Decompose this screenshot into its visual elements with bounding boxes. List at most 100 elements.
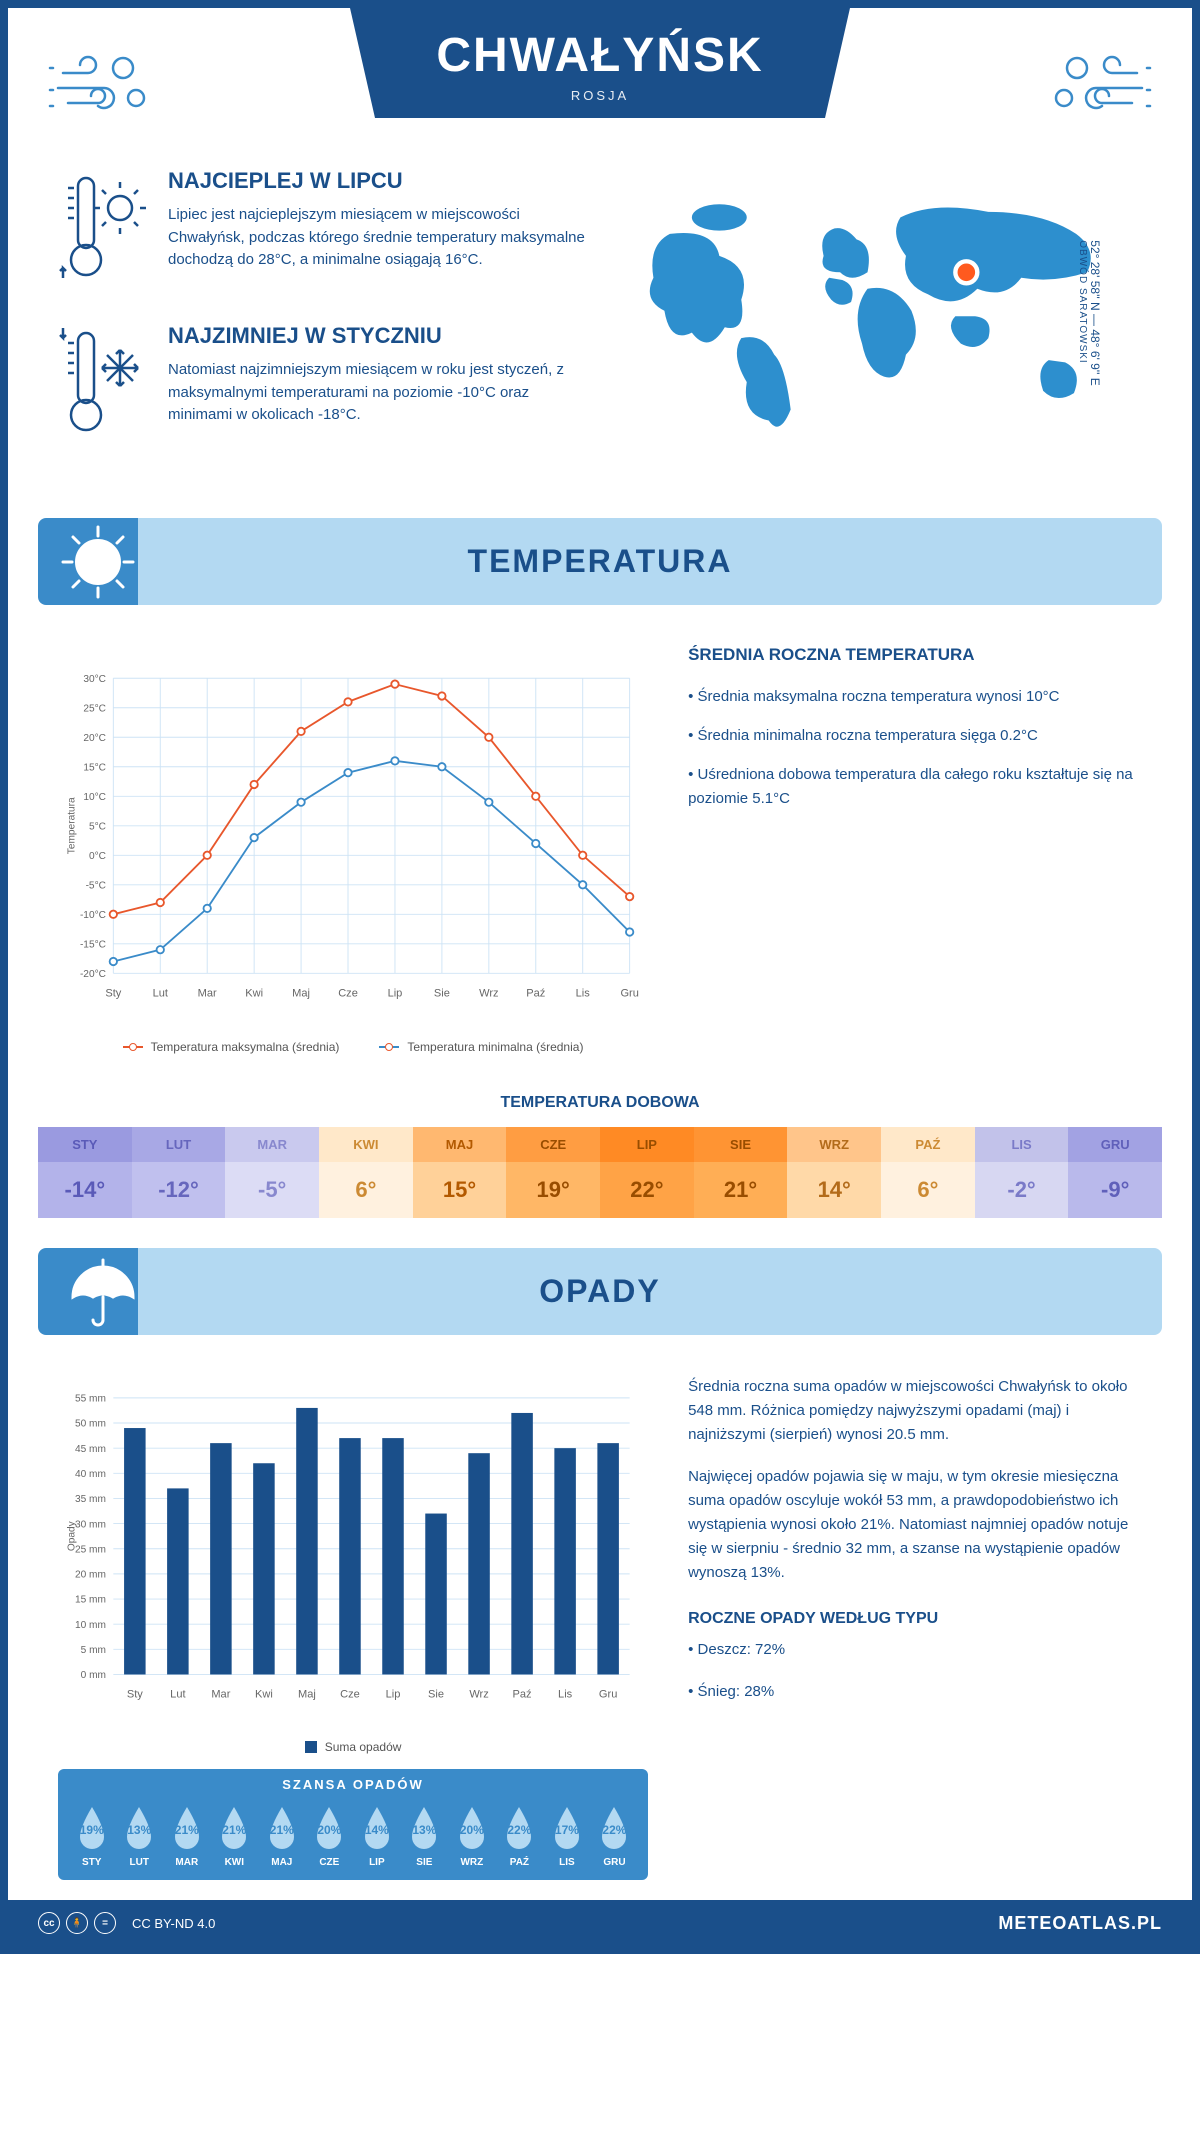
nd-icon: =	[94, 1912, 116, 1934]
world-map: 52° 28' 58'' N — 48° 6' 9'' E OBWÓD SARA…	[615, 168, 1142, 458]
svg-text:Lip: Lip	[388, 987, 403, 999]
coldest-title: NAJZIMNIEJ W STYCZNIU	[168, 323, 585, 349]
by-icon: 🧍	[66, 1912, 88, 1934]
chance-cell: 19% STY	[68, 1802, 116, 1868]
temperature-summary: ŚREDNIA ROCZNA TEMPERATURA • Średnia mak…	[688, 645, 1142, 1054]
svg-text:-10°C: -10°C	[80, 910, 106, 921]
chance-cell: 21% KWI	[211, 1802, 259, 1868]
svg-text:-15°C: -15°C	[80, 939, 106, 950]
chance-cell: 17% LIS	[543, 1802, 591, 1868]
footer: cc 🧍 = CC BY-ND 4.0 METEOATLAS.PL	[8, 1900, 1192, 1946]
svg-text:Paź: Paź	[513, 1689, 532, 1701]
temp-cell: LIP 22°	[600, 1127, 694, 1218]
svg-text:Kwi: Kwi	[255, 1689, 273, 1701]
temp-cell: WRZ 14°	[787, 1127, 881, 1218]
thermometer-cold-icon	[58, 323, 148, 448]
warmest-fact: NAJCIEPLEJ W LIPCU Lipiec jest najcieple…	[58, 168, 585, 293]
wind-icon-left	[48, 48, 158, 133]
svg-text:Temperatura: Temperatura	[67, 797, 78, 854]
svg-text:Sty: Sty	[127, 1689, 143, 1701]
coordinates: 52° 28' 58'' N — 48° 6' 9'' E OBWÓD SARA…	[1077, 241, 1102, 386]
chance-cell: 21% MAR	[163, 1802, 211, 1868]
svg-text:Paź: Paź	[526, 987, 545, 999]
temp-cell: STY -14°	[38, 1127, 132, 1218]
svg-text:10 mm: 10 mm	[75, 1620, 106, 1631]
temperature-legend: .lswatch:nth-child(1)::after{border-colo…	[58, 1040, 648, 1054]
precipitation-chance: SZANSA OPADÓW 19% STY 13% LUT 21% MAR 21…	[58, 1769, 648, 1880]
svg-text:Mar: Mar	[198, 987, 217, 999]
svg-text:50 mm: 50 mm	[75, 1419, 106, 1430]
precipitation-banner: OPADY	[38, 1248, 1162, 1335]
svg-text:Sie: Sie	[434, 987, 450, 999]
precipitation-heading: OPADY	[38, 1273, 1162, 1310]
chance-cell: 22% PAŹ	[496, 1802, 544, 1868]
svg-text:Lut: Lut	[153, 987, 168, 999]
sun-icon	[58, 522, 138, 602]
temp-cell: SIE 21°	[694, 1127, 788, 1218]
svg-text:0 mm: 0 mm	[81, 1670, 106, 1681]
svg-text:40 mm: 40 mm	[75, 1469, 106, 1480]
svg-text:55 mm: 55 mm	[75, 1394, 106, 1405]
temperature-chart: -20°C -15°C -10°C -5°C 0°C 5°C 10°C 15°C 20°C 25°…	[58, 645, 648, 1054]
svg-text:30°C: 30°C	[83, 674, 106, 685]
daily-temp-table: STY -14° LUT -12° MAR -5° KWI 6° MAJ 15°…	[38, 1127, 1162, 1218]
svg-text:Lis: Lis	[558, 1689, 573, 1701]
svg-text:Lip: Lip	[386, 1689, 401, 1701]
coldest-fact: NAJZIMNIEJ W STYCZNIU Natomiast najzimni…	[58, 323, 585, 448]
site-name: METEOATLAS.PL	[998, 1913, 1162, 1934]
precipitation-summary: Średnia roczna suma opadów w miejscowośc…	[688, 1375, 1142, 1880]
svg-text:Gru: Gru	[620, 987, 638, 999]
svg-text:45 mm: 45 mm	[75, 1444, 106, 1455]
svg-text:0°C: 0°C	[89, 851, 106, 862]
map-marker	[955, 261, 977, 283]
cc-icon: cc	[38, 1912, 60, 1934]
svg-text:15°C: 15°C	[83, 762, 106, 773]
svg-text:25°C: 25°C	[83, 703, 106, 714]
svg-text:Wrz: Wrz	[469, 1689, 488, 1701]
chance-cell: 20% CZE	[306, 1802, 354, 1868]
country-subtitle: ROSJA	[430, 88, 770, 103]
warmest-title: NAJCIEPLEJ W LIPCU	[168, 168, 585, 194]
annual-temp-heading: ŚREDNIA ROCZNA TEMPERATURA	[688, 645, 1142, 665]
svg-text:-5°C: -5°C	[86, 880, 106, 891]
svg-text:Sty: Sty	[105, 987, 121, 999]
svg-text:-20°C: -20°C	[80, 969, 106, 980]
header: CHWAŁYŃSK ROSJA	[8, 8, 1192, 148]
svg-text:15 mm: 15 mm	[75, 1595, 106, 1606]
intro-section: NAJCIEPLEJ W LIPCU Lipiec jest najcieple…	[8, 148, 1192, 498]
temp-cell: MAR -5°	[225, 1127, 319, 1218]
temperature-heading: TEMPERATURA	[38, 543, 1162, 580]
svg-text:Maj: Maj	[298, 1689, 316, 1701]
coldest-text: Natomiast najzimniejszym miesiącem w rok…	[168, 359, 585, 427]
svg-text:5 mm: 5 mm	[81, 1645, 106, 1656]
svg-text:Opady: Opady	[67, 1520, 78, 1551]
wind-icon-right	[1042, 48, 1152, 133]
temp-cell: GRU -9°	[1068, 1127, 1162, 1218]
warmest-text: Lipiec jest najcieplejszym miesiącem w m…	[168, 204, 585, 272]
temperature-banner: TEMPERATURA	[38, 518, 1162, 605]
city-title: CHWAŁYŃSK	[430, 28, 770, 83]
svg-text:Maj: Maj	[292, 987, 310, 999]
license-badge: cc 🧍 = CC BY-ND 4.0	[38, 1912, 215, 1934]
svg-text:Lut: Lut	[170, 1689, 185, 1701]
svg-text:20 mm: 20 mm	[75, 1570, 106, 1581]
svg-text:10°C: 10°C	[83, 792, 106, 803]
svg-text:5°C: 5°C	[89, 821, 106, 832]
daily-temp-heading: TEMPERATURA DOBOWA	[8, 1094, 1192, 1112]
svg-text:Cze: Cze	[340, 1689, 360, 1701]
temp-cell: PAŹ 6°	[881, 1127, 975, 1218]
svg-text:Sie: Sie	[428, 1689, 444, 1701]
svg-text:Kwi: Kwi	[245, 987, 263, 999]
chance-cell: 20% WRZ	[448, 1802, 496, 1868]
temp-cell: KWI 6°	[319, 1127, 413, 1218]
svg-text:35 mm: 35 mm	[75, 1494, 106, 1505]
svg-text:20°C: 20°C	[83, 733, 106, 744]
precip-type-heading: ROCZNE OPADY WEDŁUG TYPU	[688, 1610, 1142, 1628]
svg-text:Mar: Mar	[211, 1689, 230, 1701]
temp-cell: LUT -12°	[132, 1127, 226, 1218]
svg-text:Gru: Gru	[599, 1689, 617, 1701]
chance-heading: SZANSA OPADÓW	[68, 1777, 638, 1792]
precipitation-chart: 0 mm5 mm10 mm15 mm20 mm25 mm30 mm35 mm40…	[58, 1375, 648, 1754]
chance-cell: 21% MAJ	[258, 1802, 306, 1868]
chance-cell: 22% GRU	[591, 1802, 639, 1868]
